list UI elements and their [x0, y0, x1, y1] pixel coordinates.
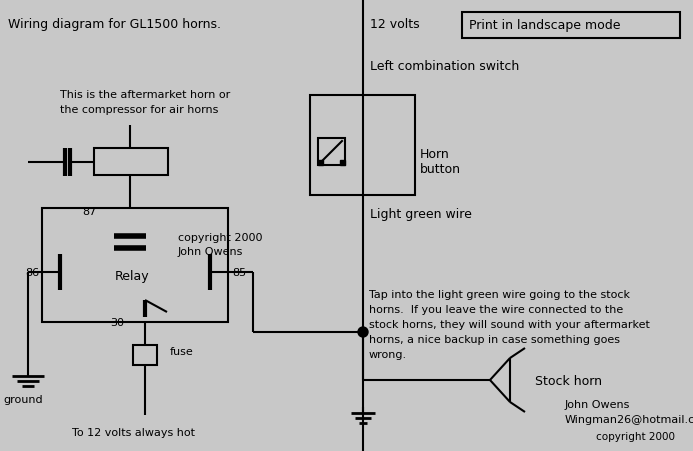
Text: To 12 volts always hot: To 12 volts always hot — [72, 428, 195, 438]
Text: John Owens: John Owens — [565, 400, 631, 410]
Text: Relay: Relay — [115, 270, 150, 283]
Text: Horn: Horn — [420, 148, 450, 161]
Text: Left combination switch: Left combination switch — [370, 60, 519, 73]
Text: 87: 87 — [82, 207, 96, 217]
Text: Wingman26@hotmail.com: Wingman26@hotmail.com — [565, 415, 693, 425]
Text: horns, a nice backup in case something goes: horns, a nice backup in case something g… — [369, 335, 620, 345]
Bar — [318, 138, 345, 165]
Text: Print in landscape mode: Print in landscape mode — [469, 19, 620, 32]
Text: 85: 85 — [232, 268, 246, 278]
Bar — [462, 12, 680, 38]
Text: Stock horn: Stock horn — [535, 375, 602, 388]
Text: horns.  If you leave the wire connected to the: horns. If you leave the wire connected t… — [369, 305, 623, 315]
Text: stock horns, they will sound with your aftermarket: stock horns, they will sound with your a… — [369, 320, 650, 330]
Bar — [94, 148, 168, 175]
Text: copyright 2000: copyright 2000 — [596, 432, 675, 442]
Bar — [340, 160, 345, 165]
Text: 30: 30 — [110, 318, 124, 328]
Text: John Owens: John Owens — [178, 247, 243, 257]
Bar — [318, 160, 323, 165]
Text: wrong.: wrong. — [369, 350, 407, 360]
Text: button: button — [420, 163, 461, 176]
Bar — [133, 345, 157, 365]
Bar — [310, 95, 415, 195]
Circle shape — [358, 327, 368, 337]
Text: fuse: fuse — [170, 347, 194, 357]
Text: This is the aftermarket horn or: This is the aftermarket horn or — [60, 90, 230, 100]
Text: 86: 86 — [25, 268, 39, 278]
Text: Wiring diagram for GL1500 horns.: Wiring diagram for GL1500 horns. — [8, 18, 221, 31]
Text: 12 volts: 12 volts — [370, 18, 420, 31]
Bar — [42, 208, 228, 322]
Text: copyright 2000: copyright 2000 — [178, 233, 263, 243]
Text: Light green wire: Light green wire — [370, 208, 472, 221]
Text: Tap into the light green wire going to the stock: Tap into the light green wire going to t… — [369, 290, 630, 300]
Text: ground: ground — [3, 395, 43, 405]
Text: the compressor for air horns: the compressor for air horns — [60, 105, 218, 115]
